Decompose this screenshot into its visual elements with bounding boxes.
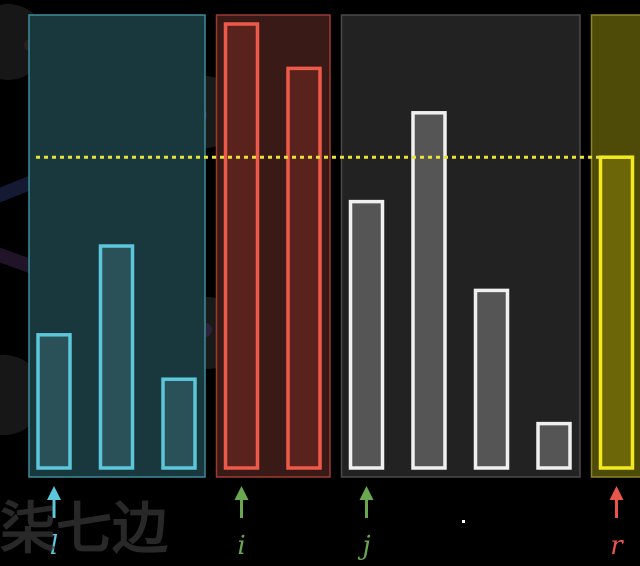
bar-10 [598,155,635,470]
stray-dot [462,520,465,523]
pointer-i: i [234,486,249,561]
pointer-r: r [609,486,624,561]
bar-8 [473,288,510,470]
pointer-i-label: i [237,531,245,561]
pointer-l: l [47,486,61,561]
bar-7 [411,111,447,470]
bar-4 [223,22,260,470]
pointer-r-arrow-icon [609,486,624,500]
pointer-l-arrow-icon [47,486,61,500]
bar-1 [36,333,72,470]
bar-9 [536,421,572,470]
bar-3 [161,377,197,470]
array-bars [36,22,635,470]
watermark-text: 柒七边 [0,496,169,562]
pointer-j: j [357,486,374,561]
pointer-j-label: j [357,531,370,561]
watermark-logo: 柒七边 [0,496,465,562]
bar-5 [286,66,322,470]
pointer-j-arrow-icon [359,486,374,500]
pointer-i-arrow-icon [234,486,249,500]
bar-6 [348,199,385,470]
pointer-l-label: l [50,531,58,561]
bar-2 [98,244,135,470]
pointer-r-label: r [610,531,624,561]
